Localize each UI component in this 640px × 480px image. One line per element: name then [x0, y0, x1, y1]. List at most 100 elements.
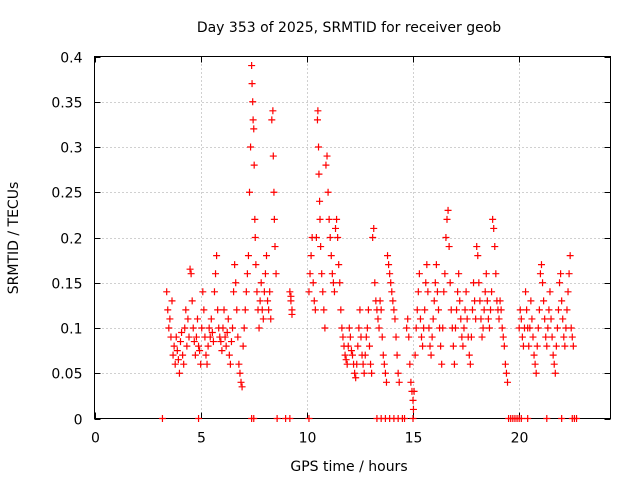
data-point [235, 360, 243, 368]
data-point [428, 333, 436, 341]
data-point [439, 324, 447, 332]
data-point [343, 360, 351, 368]
data-point [415, 270, 423, 278]
data-point [423, 261, 431, 269]
data-point [258, 306, 266, 314]
data-point [286, 415, 294, 422]
data-point [345, 324, 353, 332]
data-point [525, 342, 533, 350]
data-point [368, 369, 376, 377]
y-tick-label: 0.1 [60, 322, 82, 338]
data-point [390, 306, 398, 314]
data-point [232, 279, 240, 287]
data-point [195, 342, 203, 350]
data-point [543, 342, 551, 350]
data-point [534, 324, 542, 332]
x-tick-label: 20 [511, 431, 529, 447]
data-point [484, 315, 492, 323]
data-point [566, 252, 574, 260]
data-point [359, 360, 367, 368]
data-point [433, 288, 441, 296]
data-point [460, 324, 468, 332]
data-point [517, 415, 525, 422]
data-point [413, 306, 421, 314]
data-point [336, 279, 344, 287]
data-point [263, 252, 270, 260]
x-tick-label: 5 [197, 431, 206, 447]
data-point [539, 279, 547, 287]
data-point [363, 324, 371, 332]
data-point [328, 270, 336, 278]
data-point [456, 297, 464, 305]
data-point [231, 261, 239, 269]
data-point [549, 351, 557, 359]
data-point [323, 152, 331, 160]
data-point [395, 378, 403, 386]
data-point [409, 405, 417, 413]
data-point [223, 329, 231, 337]
data-point [501, 360, 509, 368]
data-point [353, 360, 361, 368]
data-point [561, 342, 569, 350]
data-point [337, 306, 345, 314]
data-point [382, 378, 390, 386]
data-point [381, 369, 389, 377]
data-point [487, 306, 495, 314]
data-point [492, 270, 500, 278]
data-point [419, 342, 427, 350]
data-point [491, 243, 499, 251]
data-point [478, 333, 486, 341]
data-point [233, 306, 241, 314]
data-point [443, 215, 451, 223]
data-point [568, 333, 576, 341]
data-point [268, 116, 276, 124]
data-point [199, 288, 207, 296]
data-point [440, 288, 448, 296]
data-point [335, 261, 343, 269]
data-point [378, 333, 386, 341]
data-point [253, 288, 261, 296]
data-point [321, 324, 329, 332]
data-point [426, 342, 434, 350]
data-point [479, 324, 487, 332]
data-point [171, 360, 179, 368]
data-point [315, 170, 323, 178]
data-point [405, 333, 413, 341]
data-point [356, 306, 364, 314]
data-point [573, 415, 581, 422]
data-point [251, 215, 259, 223]
data-point [313, 116, 321, 124]
data-point [230, 288, 238, 296]
data-point [187, 270, 195, 278]
data-point [442, 234, 450, 241]
data-point [326, 234, 334, 241]
data-point [185, 333, 193, 341]
data-point [256, 297, 264, 305]
data-point [453, 306, 461, 314]
data-point [409, 396, 417, 404]
data-point [226, 360, 234, 368]
data-point [190, 338, 198, 346]
data-point [166, 315, 174, 323]
data-point [386, 270, 394, 278]
data-point [338, 324, 346, 332]
data-point [412, 324, 420, 332]
data-point [544, 324, 552, 332]
data-point [499, 333, 507, 341]
data-point [319, 288, 327, 296]
data-point [177, 338, 184, 346]
data-point [341, 351, 349, 359]
data-point [317, 243, 325, 251]
data-point [466, 360, 474, 368]
data-point [218, 347, 226, 355]
data-point [432, 261, 440, 269]
data-point [351, 369, 359, 377]
data-point [269, 107, 277, 115]
data-point [203, 360, 211, 368]
data-point [250, 161, 258, 169]
data-point [229, 324, 237, 332]
data-point [409, 415, 417, 422]
data-point [554, 306, 562, 314]
data-point [248, 62, 256, 70]
data-point [189, 324, 197, 332]
